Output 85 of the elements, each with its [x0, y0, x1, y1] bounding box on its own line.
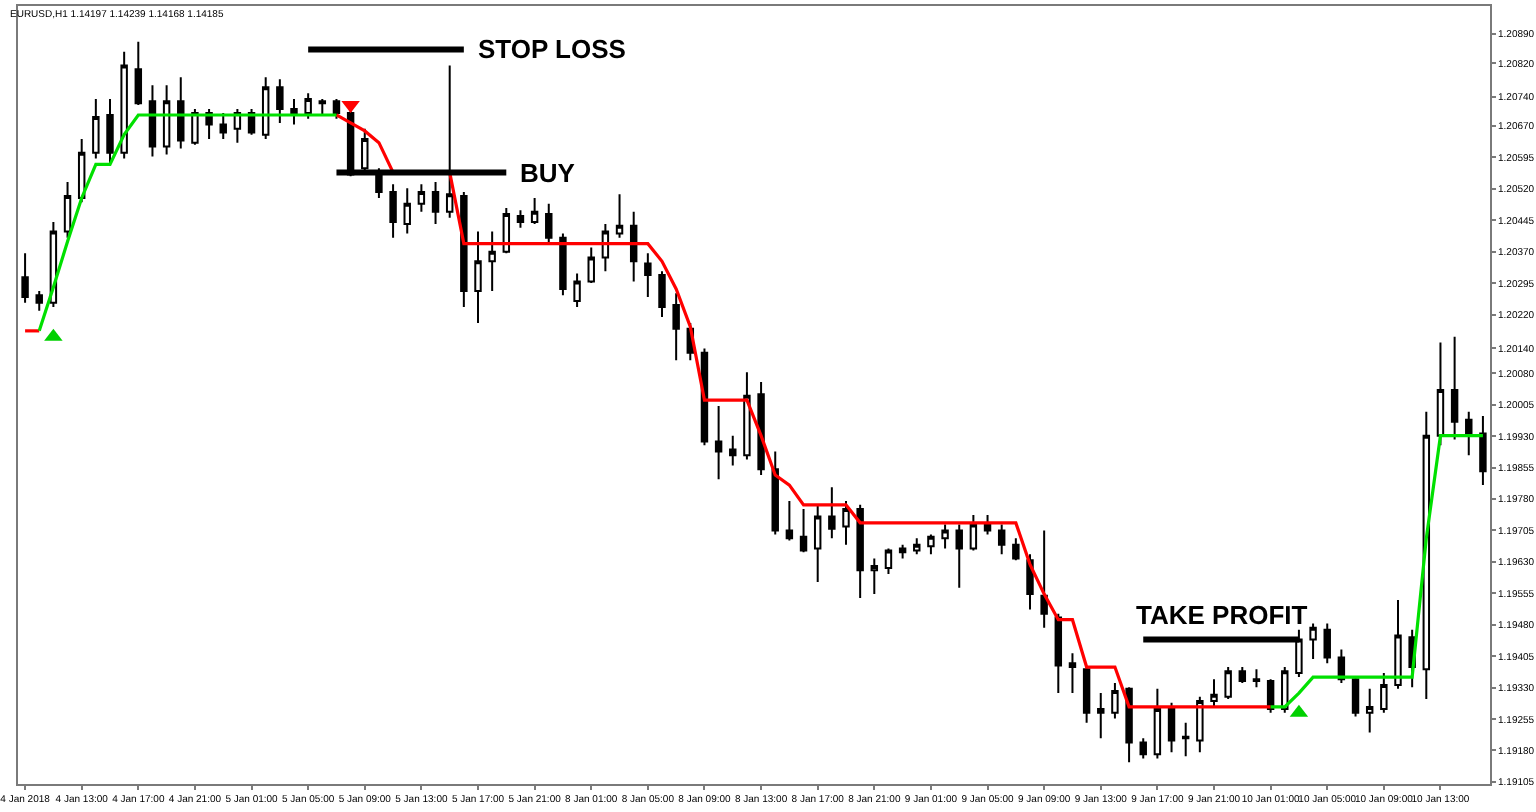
candlestick — [21, 252, 29, 304]
candlestick — [177, 76, 185, 150]
candlestick — [913, 537, 921, 556]
candlestick — [460, 191, 468, 308]
candlestick — [474, 230, 482, 324]
candlestick — [318, 98, 327, 116]
candlestick — [1125, 686, 1133, 764]
candlestick — [856, 503, 864, 599]
candlestick — [1054, 612, 1063, 695]
candlestick — [1181, 721, 1190, 758]
candlestick — [1380, 671, 1388, 714]
candlestick — [1450, 335, 1459, 441]
candlestick — [1479, 414, 1487, 487]
candlestick — [842, 500, 850, 546]
candlestick — [1309, 622, 1317, 661]
candlestick — [799, 508, 808, 554]
candlestick — [1351, 676, 1360, 718]
candlestick — [559, 232, 567, 297]
candlestick — [587, 246, 595, 285]
candlestick — [1068, 652, 1077, 695]
candlestick — [1196, 695, 1204, 754]
candlestick — [1365, 687, 1374, 734]
candlestick — [304, 92, 312, 120]
candlestick — [1465, 410, 1473, 457]
candlestick — [615, 193, 624, 239]
candlestick — [573, 272, 581, 308]
candlestick — [1210, 678, 1218, 708]
candlestick — [672, 292, 680, 362]
candlestick — [431, 181, 440, 225]
candlestick — [813, 503, 822, 583]
candlestick — [1012, 537, 1020, 562]
candlestick — [1153, 687, 1162, 760]
candlestick — [1224, 666, 1232, 700]
candlestick — [743, 371, 751, 461]
candlestick — [828, 486, 836, 540]
candlestick — [276, 78, 284, 124]
series-label: BUY — [520, 158, 576, 188]
candlestick — [898, 543, 907, 560]
candlestick — [1111, 681, 1119, 720]
candlestick — [148, 84, 157, 158]
candlestick — [403, 187, 411, 235]
candlestick — [332, 98, 341, 120]
candlestick — [729, 434, 737, 467]
candlestick — [92, 98, 100, 160]
candlestick — [1040, 529, 1048, 629]
candlestick — [63, 181, 72, 239]
candlestick — [658, 270, 666, 319]
candlestick — [1394, 598, 1402, 690]
candlestick — [162, 84, 171, 156]
candlestick — [1097, 692, 1105, 740]
series-label: STOP LOSS — [478, 34, 627, 64]
candlestick — [120, 50, 128, 160]
candlestick — [771, 450, 779, 536]
candlestick — [1167, 701, 1176, 754]
candlestick — [488, 230, 496, 293]
candlestick — [870, 557, 879, 596]
series-label: TAKE PROFIT — [1136, 600, 1308, 630]
candlestick — [955, 523, 963, 589]
candlestick — [417, 183, 426, 213]
candlestick — [389, 183, 397, 239]
candlestick — [1252, 668, 1261, 689]
candlestick — [134, 40, 143, 106]
candlestick — [219, 111, 227, 140]
candlestick — [884, 547, 893, 575]
candlestick — [629, 210, 638, 283]
candlestick — [785, 500, 794, 542]
candlestick — [1082, 666, 1091, 724]
candlestick — [530, 196, 539, 225]
candlestick — [516, 209, 525, 229]
candlestick — [601, 222, 610, 273]
candlestick — [983, 513, 992, 536]
candlestick — [1238, 666, 1247, 684]
candlestick — [1323, 622, 1331, 665]
candlestick — [941, 523, 949, 550]
candlestick — [1281, 666, 1289, 714]
candlestick — [927, 533, 935, 556]
candlestick — [1139, 737, 1147, 760]
candlestick — [35, 290, 43, 312]
candlestick — [106, 98, 114, 166]
candlestick — [997, 523, 1006, 556]
candlestick — [714, 404, 723, 481]
candlestick — [545, 202, 553, 245]
candlestick — [969, 513, 978, 552]
candlestick — [261, 76, 270, 140]
candlestick — [644, 252, 652, 298]
